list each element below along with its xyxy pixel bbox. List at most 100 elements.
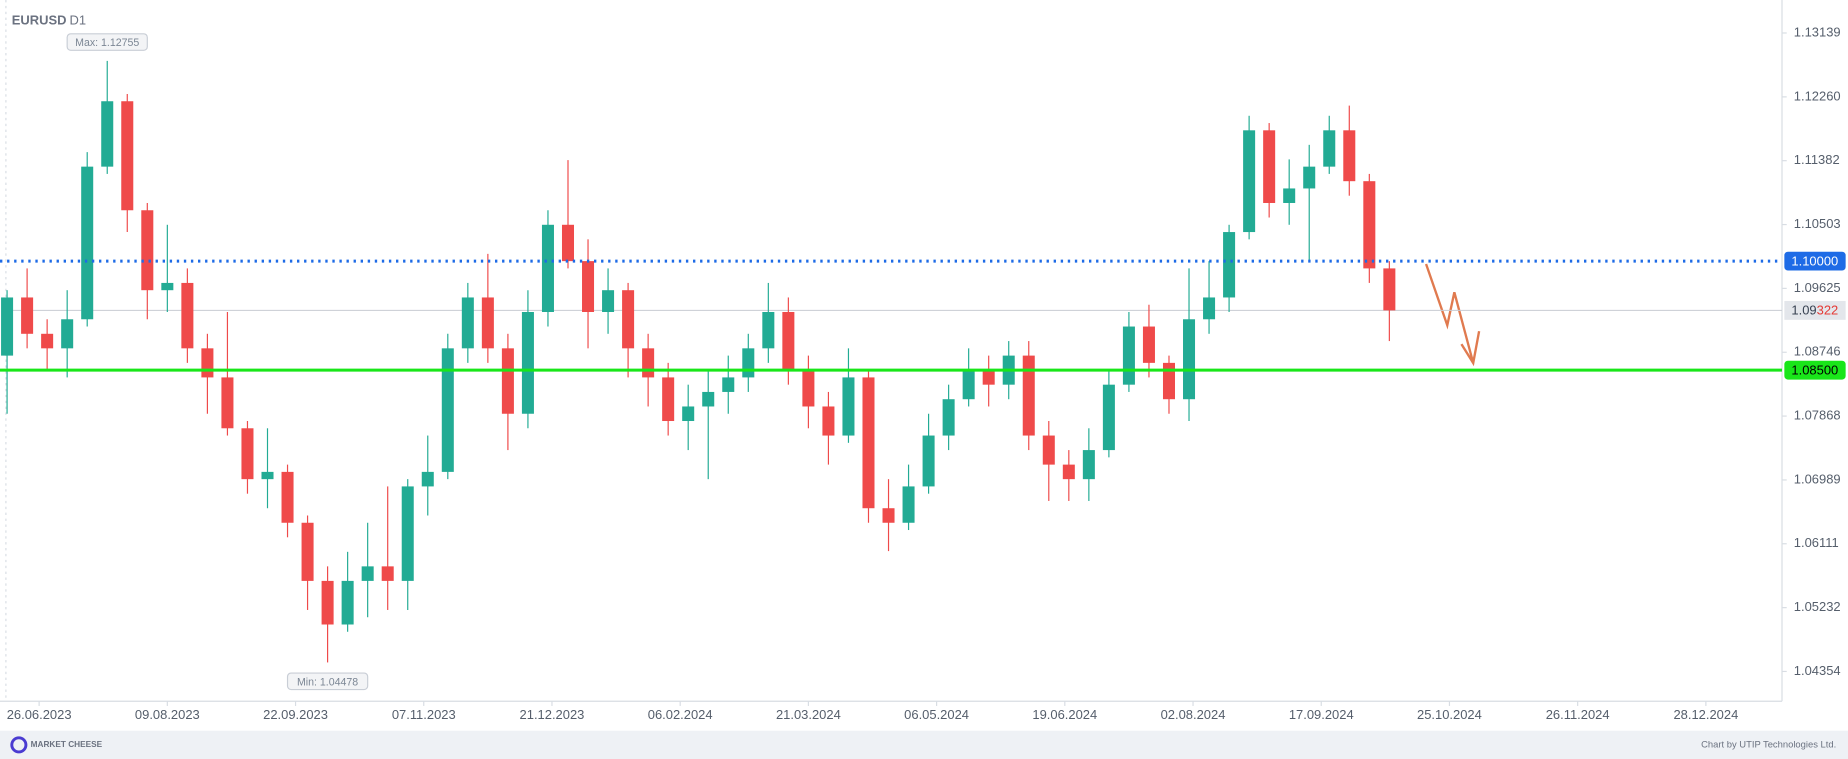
candles: [1, 60, 1396, 663]
candle-body: [1183, 319, 1196, 400]
timeframe: D1: [70, 13, 87, 28]
candle-body: [782, 311, 795, 371]
x-tick-label: 26.06.2023: [7, 707, 72, 722]
candle-body: [862, 377, 875, 509]
last-price-major: 1.09: [1791, 303, 1816, 318]
logo-text: MARKET CHEESE: [31, 740, 103, 749]
candle-body: [682, 406, 695, 422]
candle-body: [1062, 464, 1075, 480]
candle-body: [541, 224, 554, 312]
candle-body: [582, 261, 595, 312]
candle-body: [1383, 268, 1396, 311]
candle-body: [1082, 450, 1095, 480]
candle-body: [802, 370, 815, 407]
logo: MARKET CHEESE: [10, 736, 103, 754]
candle-body: [882, 508, 895, 523]
candle-body: [1263, 130, 1276, 203]
y-tick-label: 1.13139: [1794, 24, 1841, 39]
y-tick-label: 1.06989: [1794, 471, 1841, 486]
x-tick-label: 17.09.2024: [1289, 707, 1354, 722]
candle-body: [1363, 181, 1376, 269]
candle-body: [762, 311, 775, 349]
candle-body: [622, 290, 635, 349]
x-tick-label: 21.12.2023: [520, 707, 585, 722]
y-tick-label: 1.11382: [1794, 152, 1840, 167]
arrow-path: [1424, 263, 1475, 364]
candle-body: [822, 406, 835, 436]
x-tick-label: 28.12.2024: [1673, 707, 1738, 722]
symbol: EURUSD: [12, 13, 67, 28]
candle-body: [341, 580, 354, 625]
candle-body: [1303, 166, 1316, 189]
candle-body: [481, 297, 494, 349]
candle-body: [1283, 188, 1296, 203]
candle-body: [261, 471, 274, 480]
candle-body: [1323, 130, 1336, 167]
candle-body: [962, 370, 975, 400]
candle-body: [241, 428, 254, 480]
candle-body: [281, 471, 294, 523]
x-tick-label: 22.09.2023: [263, 707, 328, 722]
candle-body: [1142, 326, 1155, 363]
candle-body: [61, 319, 74, 349]
logo-icon: [10, 736, 28, 754]
candle-body: [1343, 130, 1356, 182]
level-label: 1.10000: [1791, 254, 1838, 269]
candle-body: [1022, 355, 1035, 436]
x-tick-label: 07.11.2023: [392, 707, 456, 722]
candle-body: [161, 282, 174, 291]
x-tick-label: 25.10.2024: [1417, 707, 1482, 722]
candle-body: [1223, 232, 1236, 298]
y-tick-label: 1.12260: [1794, 88, 1841, 103]
candle-body: [501, 348, 514, 414]
candle-body: [221, 377, 234, 429]
candle-body: [181, 282, 194, 349]
candle-body: [421, 471, 434, 487]
last-price-label: 1.09322: [1791, 303, 1838, 318]
candle-body: [41, 333, 54, 349]
candle-body: [842, 377, 855, 436]
x-tick-label: 26.11.2024: [1546, 707, 1610, 722]
candle-body: [742, 348, 755, 378]
y-tick-label: 1.05232: [1794, 599, 1841, 614]
last-price-badge: [1784, 300, 1846, 320]
x-tick-label: 09.08.2023: [135, 707, 200, 722]
candle-body: [301, 522, 314, 581]
candle-body: [101, 101, 114, 167]
credit: Chart by UTIP Technologies Ltd.: [1701, 738, 1836, 749]
candle-body: [722, 377, 735, 392]
candle-body: [1203, 297, 1216, 320]
x-tick-label: 06.02.2024: [648, 707, 713, 722]
y-tick-label: 1.10503: [1794, 216, 1841, 231]
x-tick-label: 21.03.2024: [776, 707, 841, 722]
candle-body: [381, 566, 394, 581]
candle-body: [642, 348, 655, 378]
level-badge: [1784, 251, 1846, 271]
candle-body: [141, 210, 154, 291]
candle-body: [1042, 435, 1055, 465]
footer-bar: [0, 730, 1848, 759]
y-tick-label: 1.04354: [1794, 663, 1841, 678]
candle-body: [1, 297, 14, 356]
candle-body: [1102, 384, 1115, 451]
candle-body: [21, 297, 34, 334]
annotation-box: [286, 672, 369, 691]
candle-body: [321, 580, 334, 625]
x-tick-label: 06.05.2024: [904, 707, 969, 722]
candle-body: [922, 435, 935, 487]
y-tick-label: 1.09625: [1794, 280, 1841, 295]
candle-body: [1162, 362, 1175, 400]
annotation-box: [66, 33, 148, 51]
candle-body: [1243, 130, 1256, 233]
candle-body: [81, 166, 94, 320]
candle-body: [702, 391, 715, 407]
candle-body: [982, 370, 995, 385]
candle-body: [401, 486, 414, 581]
y-tick-label: 1.08746: [1794, 344, 1841, 359]
candle-body: [902, 486, 915, 523]
arrow-head: [1460, 330, 1481, 367]
level-label: 1.08500: [1791, 363, 1838, 378]
